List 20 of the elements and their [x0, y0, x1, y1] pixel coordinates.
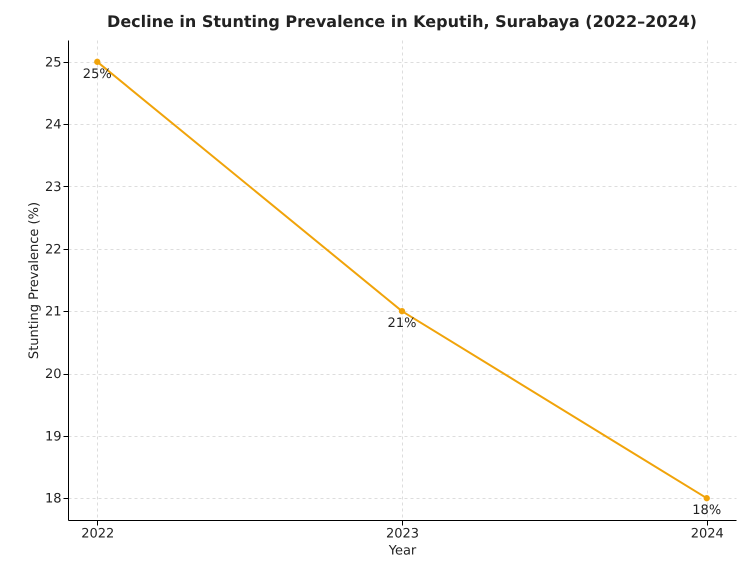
- chart-title: Decline in Stunting Prevalence in Keputih, Surabaya (2022–2024): [107, 12, 697, 31]
- data-label: 18%: [692, 503, 722, 518]
- point: [94, 58, 100, 65]
- point: [398, 308, 406, 314]
- x-tick-label: 2023: [386, 526, 420, 542]
- x-axis-title: Year: [388, 544, 417, 558]
- y-tick-label: 23: [44, 180, 62, 195]
- y-tick-label: 20: [44, 367, 62, 382]
- x-tick-label: 2024: [690, 526, 724, 542]
- y-tick-label: 18: [44, 492, 62, 507]
- y-tick-label: 19: [44, 429, 62, 444]
- data-label: 25%: [82, 66, 112, 82]
- x-tick-label: 2022: [81, 526, 114, 542]
- y-tick-label: 22: [44, 242, 62, 258]
- y-tick-label: 21: [44, 304, 62, 320]
- y-tick-label: 24: [44, 118, 62, 133]
- point: [704, 495, 710, 502]
- data-label: 21%: [388, 316, 416, 332]
- y-axis-title: Stunting Prevalence (%): [26, 202, 42, 360]
- y-tick-label: 25: [44, 55, 62, 70]
